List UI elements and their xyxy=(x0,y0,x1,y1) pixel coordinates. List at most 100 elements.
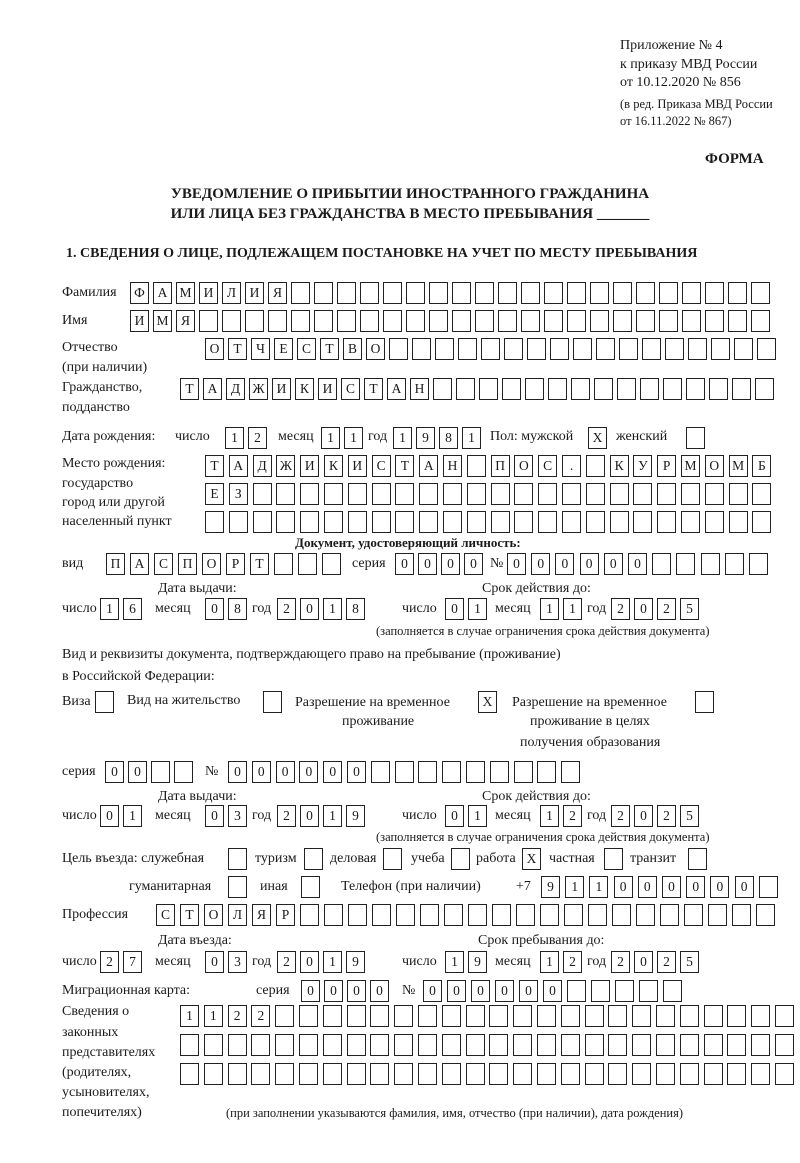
char-cell[interactable]: 2 xyxy=(227,1005,247,1027)
char-cell[interactable]: 1 xyxy=(589,876,609,898)
char-cell[interactable]: 1 xyxy=(462,427,481,449)
char-cell[interactable] xyxy=(608,1034,628,1056)
char-cell[interactable] xyxy=(337,310,356,332)
char-cell[interactable]: 0 xyxy=(105,761,124,783)
char-cell[interactable]: 2 xyxy=(277,805,296,827)
char-cell[interactable] xyxy=(394,1063,414,1085)
char-cell[interactable] xyxy=(479,378,498,400)
char-cell[interactable] xyxy=(659,282,678,304)
char-cell[interactable] xyxy=(394,1005,414,1027)
char-cell[interactable]: 0 xyxy=(205,598,224,620)
char-cell[interactable] xyxy=(481,338,500,360)
checkbox-cell[interactable]: X xyxy=(588,427,607,449)
char-cell[interactable] xyxy=(370,1063,390,1085)
char-cell[interactable]: А xyxy=(130,553,149,575)
char-cell[interactable] xyxy=(613,310,632,332)
char-cell[interactable] xyxy=(751,310,770,332)
char-cell[interactable]: 0 xyxy=(603,553,623,575)
char-cell[interactable] xyxy=(429,282,448,304)
char-cell[interactable] xyxy=(180,1034,199,1056)
char-cell[interactable] xyxy=(756,904,775,926)
char-cell[interactable] xyxy=(268,310,287,332)
char-cell[interactable]: 1 xyxy=(393,427,412,449)
char-cell[interactable] xyxy=(300,483,320,505)
char-cell[interactable] xyxy=(585,483,605,505)
char-cell[interactable]: 0 xyxy=(634,805,653,827)
char-cell[interactable] xyxy=(420,904,439,926)
char-cell[interactable] xyxy=(727,1005,747,1027)
char-cell[interactable] xyxy=(703,1063,723,1085)
char-cell[interactable] xyxy=(174,761,193,783)
char-cell[interactable]: 9 xyxy=(416,427,435,449)
char-cell[interactable]: 0 xyxy=(205,805,224,827)
char-cell[interactable] xyxy=(299,1005,318,1027)
char-cell[interactable] xyxy=(585,455,605,477)
char-cell[interactable] xyxy=(370,761,390,783)
char-cell[interactable] xyxy=(562,511,581,533)
char-cell[interactable] xyxy=(513,1063,533,1085)
char-cell[interactable] xyxy=(322,1005,342,1027)
char-cell[interactable]: 0 xyxy=(628,553,647,575)
char-cell[interactable]: С xyxy=(156,904,175,926)
char-cell[interactable]: 9 xyxy=(541,876,560,898)
char-cell[interactable] xyxy=(251,1034,271,1056)
char-cell[interactable]: 7 xyxy=(123,951,142,973)
char-cell[interactable] xyxy=(617,378,636,400)
char-cell[interactable]: Р xyxy=(276,904,295,926)
char-cell[interactable] xyxy=(275,1063,295,1085)
char-cell[interactable]: К xyxy=(324,455,343,477)
char-cell[interactable]: 3 xyxy=(228,951,247,973)
char-cell[interactable] xyxy=(441,1034,461,1056)
char-cell[interactable]: 1 xyxy=(225,427,244,449)
char-cell[interactable] xyxy=(537,761,557,783)
char-cell[interactable]: 0 xyxy=(370,980,389,1002)
char-cell[interactable] xyxy=(663,378,682,400)
char-cell[interactable] xyxy=(371,483,391,505)
char-cell[interactable]: А xyxy=(387,378,406,400)
char-cell[interactable] xyxy=(406,282,425,304)
char-cell[interactable]: О xyxy=(202,553,221,575)
char-cell[interactable]: 0 xyxy=(324,980,343,1002)
checkbox-cell[interactable] xyxy=(228,848,247,870)
char-cell[interactable] xyxy=(151,761,170,783)
char-cell[interactable] xyxy=(419,483,439,505)
char-cell[interactable]: 1 xyxy=(445,951,464,973)
char-cell[interactable] xyxy=(252,483,272,505)
char-cell[interactable] xyxy=(291,310,310,332)
char-cell[interactable]: И xyxy=(245,282,264,304)
char-cell[interactable] xyxy=(584,1034,604,1056)
char-cell[interactable]: 0 xyxy=(251,761,271,783)
char-cell[interactable] xyxy=(372,904,391,926)
char-cell[interactable]: 2 xyxy=(657,598,676,620)
char-cell[interactable]: 0 xyxy=(634,598,653,620)
char-cell[interactable]: Т xyxy=(395,455,415,477)
char-cell[interactable]: В xyxy=(343,338,362,360)
char-cell[interactable]: 2 xyxy=(657,951,676,973)
char-cell[interactable] xyxy=(513,761,533,783)
char-cell[interactable] xyxy=(728,282,747,304)
char-cell[interactable]: 2 xyxy=(563,805,582,827)
char-cell[interactable]: 0 xyxy=(205,951,224,973)
char-cell[interactable] xyxy=(514,483,534,505)
char-cell[interactable]: О xyxy=(366,338,385,360)
char-cell[interactable] xyxy=(383,310,402,332)
char-cell[interactable]: С xyxy=(154,553,173,575)
char-cell[interactable] xyxy=(516,904,535,926)
checkbox-cell[interactable] xyxy=(301,876,320,898)
char-cell[interactable] xyxy=(679,1005,699,1027)
char-cell[interactable]: . xyxy=(562,455,581,477)
char-cell[interactable] xyxy=(324,511,343,533)
char-cell[interactable] xyxy=(324,483,343,505)
checkbox-cell[interactable] xyxy=(695,691,714,713)
char-cell[interactable]: С xyxy=(297,338,316,360)
char-cell[interactable] xyxy=(370,1034,390,1056)
char-cell[interactable]: 1 xyxy=(323,805,342,827)
char-cell[interactable]: И xyxy=(130,310,149,332)
char-cell[interactable] xyxy=(291,282,310,304)
char-cell[interactable]: 1 xyxy=(123,805,142,827)
char-cell[interactable] xyxy=(429,310,448,332)
char-cell[interactable] xyxy=(757,338,776,360)
char-cell[interactable] xyxy=(639,980,658,1002)
char-cell[interactable]: 9 xyxy=(346,951,365,973)
checkbox-cell[interactable] xyxy=(228,876,247,898)
